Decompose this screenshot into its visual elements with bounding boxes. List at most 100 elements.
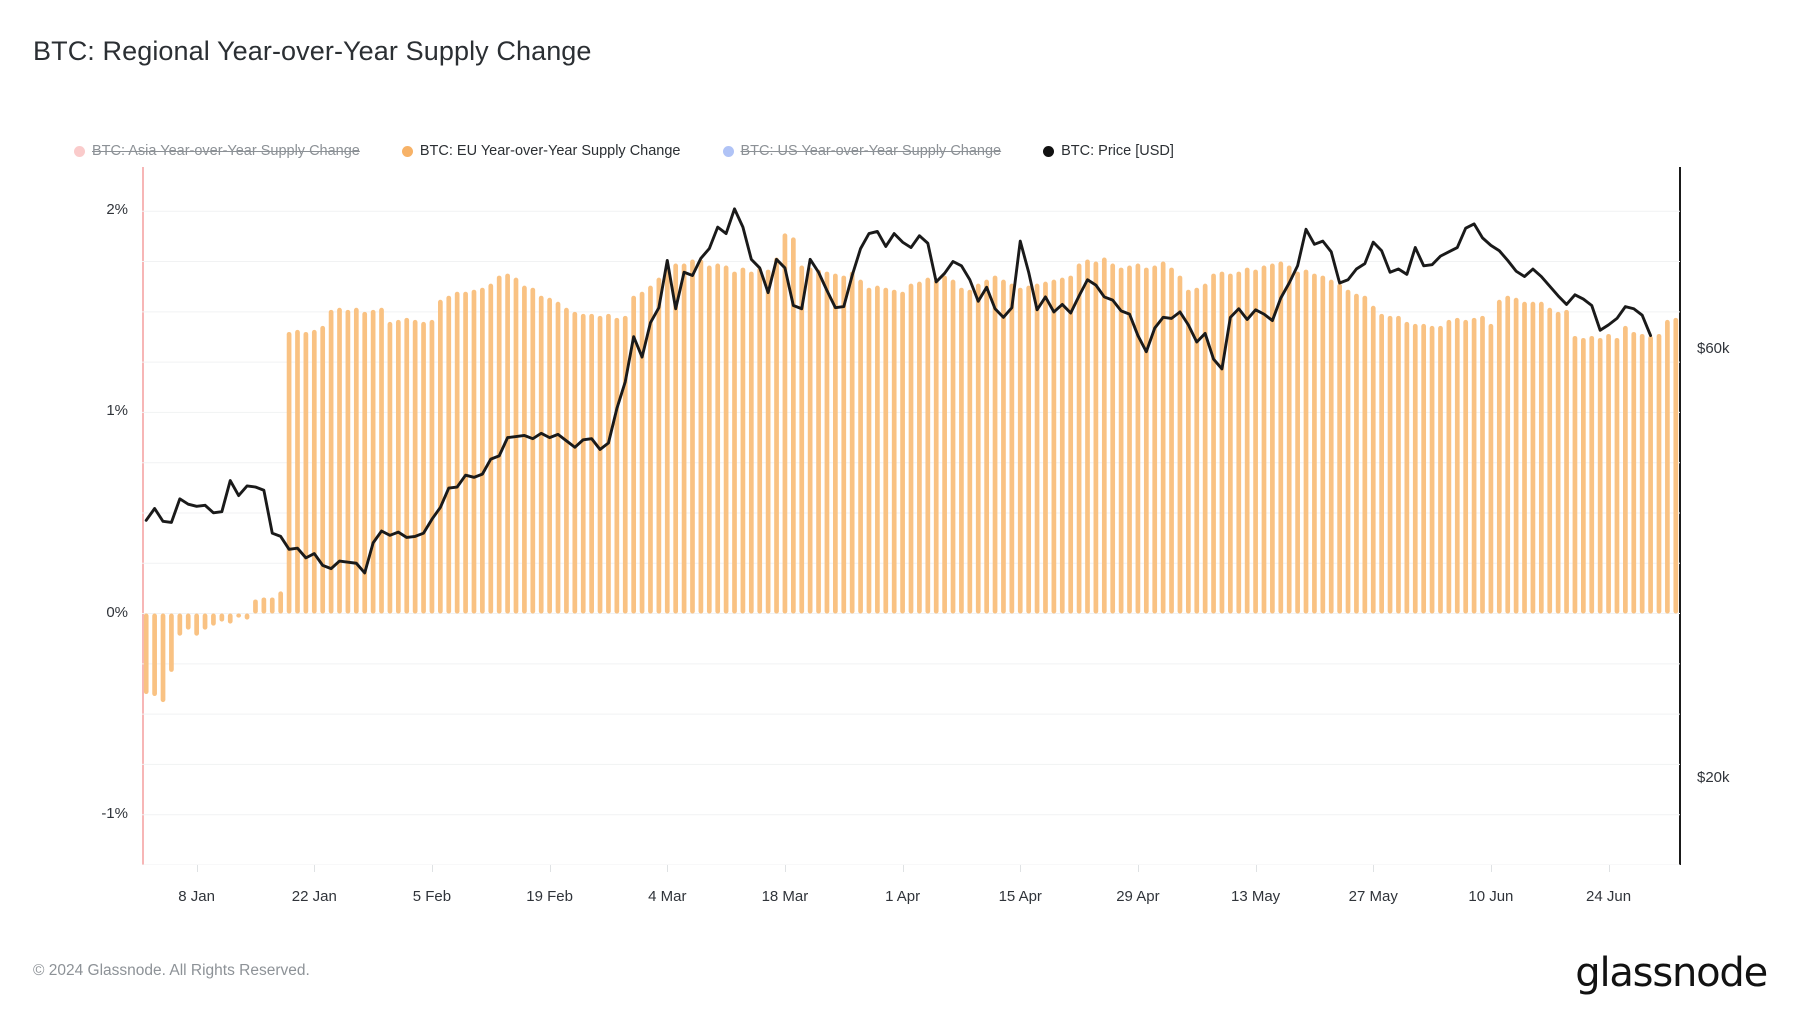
left-axis-line: [142, 167, 144, 865]
bar: [975, 283, 981, 614]
bar: [496, 275, 502, 614]
legend-color-dot-icon: [74, 145, 85, 157]
bar: [185, 613, 191, 630]
bar: [757, 267, 763, 614]
bar: [656, 277, 662, 614]
bar: [1463, 319, 1469, 614]
bar: [555, 301, 561, 614]
bar: [1194, 287, 1200, 614]
bar: [1648, 335, 1653, 614]
bar: [664, 265, 670, 614]
bar: [1127, 265, 1132, 614]
bar: [917, 281, 922, 614]
bar: [387, 321, 393, 614]
bar: [261, 597, 267, 614]
bar: [1244, 267, 1250, 614]
bar: [1076, 263, 1082, 614]
bar: [295, 329, 300, 614]
legend-item-label: BTC: US Year-over-Year Supply Change: [740, 143, 1002, 159]
bar: [1118, 267, 1124, 614]
line-series-btc-price: [144, 207, 1653, 575]
bar: [1631, 331, 1637, 614]
bar: [1312, 273, 1317, 614]
legend-item-0[interactable]: BTC: Asia Year-over-Year Supply Change: [74, 141, 360, 161]
bar: [1513, 297, 1519, 614]
bar: [984, 279, 989, 614]
bar: [1110, 263, 1116, 614]
bar: [362, 311, 368, 614]
x-axis-tick-label: 22 Jan: [291, 888, 337, 905]
bar: [673, 263, 679, 614]
bar: [1597, 337, 1603, 614]
bar: [765, 269, 771, 614]
bar: [698, 259, 704, 614]
bar: [866, 287, 872, 614]
bar: [933, 279, 939, 614]
x-axis-tick-mark: [314, 865, 316, 872]
bar: [748, 271, 754, 614]
bar: [1488, 323, 1494, 614]
bar: [446, 295, 452, 614]
bar: [160, 613, 166, 703]
legend-item-label: BTC: Price [USD]: [1061, 143, 1174, 159]
left-axis-tick-label: 2%: [106, 201, 128, 219]
bar: [564, 307, 569, 614]
bar: [1059, 277, 1065, 614]
x-axis-tick-mark: [1490, 865, 1492, 872]
right-axis-labels: $60k $20k: [1697, 0, 1800, 1013]
x-axis-tick-mark: [549, 865, 551, 872]
x-axis-tick-mark: [902, 865, 904, 872]
x-axis-tick-mark: [431, 865, 433, 872]
bar: [303, 331, 309, 614]
bar: [1320, 275, 1326, 614]
bar: [648, 285, 653, 614]
bar: [1236, 271, 1242, 614]
bar: [925, 277, 931, 614]
x-axis-tick-mark: [1373, 865, 1375, 872]
bar: [211, 613, 216, 626]
bar: [589, 313, 594, 614]
bar: [244, 613, 250, 620]
bar: [1026, 285, 1032, 614]
bar: [219, 613, 225, 622]
bar: [1143, 267, 1149, 614]
legend-item-3[interactable]: BTC: Price [USD]: [1043, 141, 1174, 161]
bar: [278, 591, 284, 614]
bar-series-eu-supply-change: [143, 233, 1679, 703]
bar: [1471, 317, 1477, 614]
legend-item-1[interactable]: BTC: EU Year-over-Year Supply Change: [401, 141, 681, 161]
x-axis-tick-label: 5 Feb: [412, 888, 452, 905]
bar: [429, 319, 435, 614]
right-axis-line: [1679, 167, 1681, 865]
legend-color-dot-icon: [722, 145, 734, 157]
bar: [370, 309, 376, 614]
bar: [1185, 289, 1191, 614]
bar: [236, 613, 242, 618]
bar: [513, 277, 519, 614]
x-axis-tick-label: 24 Jun: [1586, 888, 1632, 905]
bar: [1085, 259, 1090, 614]
legend-color-dot-icon: [1043, 145, 1055, 157]
bar: [1068, 275, 1074, 614]
bar: [681, 263, 687, 614]
chart-legend: BTC: Asia Year-over-Year Supply Change BT…: [74, 141, 1174, 161]
legend-item-2[interactable]: BTC: US Year-over-Year Supply Change: [722, 141, 1002, 161]
bar: [1253, 269, 1258, 614]
bar: [572, 311, 578, 614]
bar: [1303, 269, 1309, 614]
bar: [1572, 335, 1578, 614]
bar: [807, 267, 813, 614]
bar: [353, 307, 359, 614]
bar: [1295, 271, 1300, 614]
bar: [1673, 317, 1679, 614]
bar: [1522, 301, 1527, 614]
chart-plot-area[interactable]: [142, 167, 1680, 865]
bar: [706, 265, 712, 614]
page-title: BTC: Regional Year-over-Year Supply Chan…: [33, 36, 592, 66]
bar: [799, 265, 805, 614]
bar: [631, 295, 637, 614]
bar: [488, 283, 494, 614]
legend-item-label: BTC: Asia Year-over-Year Supply Change: [92, 143, 360, 159]
bar: [790, 237, 796, 614]
bar: [1387, 315, 1393, 614]
